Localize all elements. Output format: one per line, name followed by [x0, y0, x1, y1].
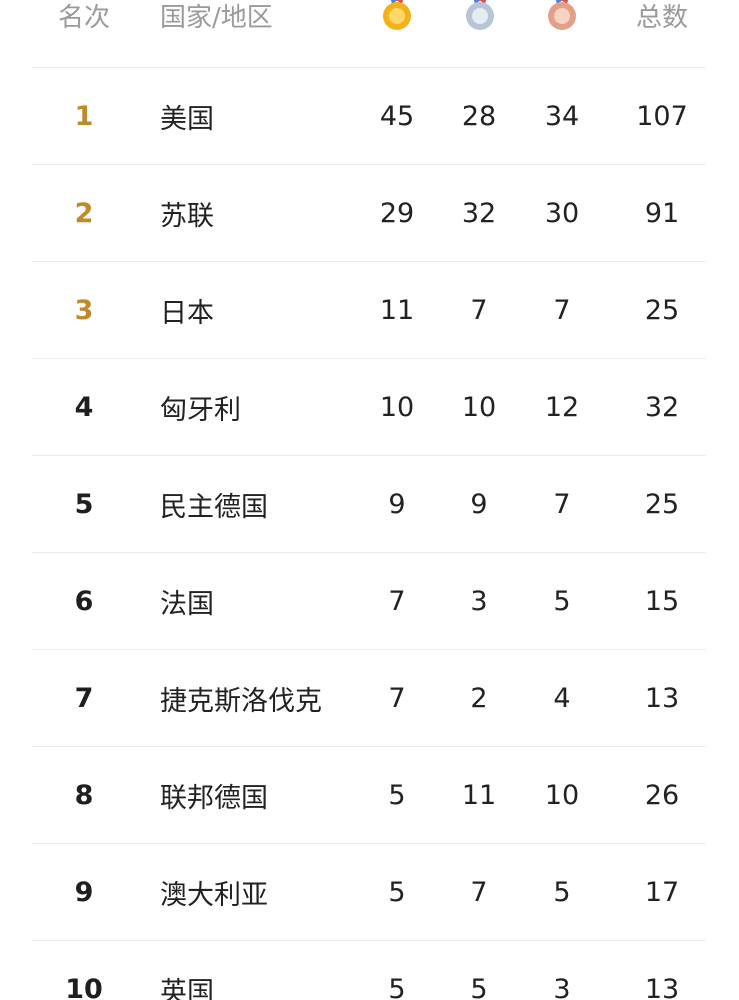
- table-row[interactable]: 7 捷克斯洛伐克 7 2 4 13: [32, 650, 706, 747]
- table-row[interactable]: 8 联邦德国 5 11 10 26: [32, 747, 706, 844]
- rank-cell: 8: [74, 779, 94, 811]
- rank-cell: 6: [74, 585, 94, 617]
- silver-count-cell: 2: [470, 682, 488, 714]
- bronze-count-cell: 30: [544, 197, 580, 229]
- silver-count-cell: 11: [461, 779, 497, 811]
- silver-count-cell: 3: [470, 585, 488, 617]
- total-column-header: 总数: [635, 2, 688, 33]
- country-cell: 法国: [160, 588, 214, 620]
- country-cell: 民主德国: [160, 491, 268, 523]
- bronze-count-cell: 7: [553, 488, 571, 520]
- gold-count-cell: 11: [379, 294, 415, 326]
- country-cell: 美国: [160, 103, 214, 135]
- silver-count-cell: 7: [470, 876, 488, 908]
- bronze-count-cell: 10: [544, 779, 580, 811]
- gold-count-cell: 5: [388, 779, 406, 811]
- silver-count-cell: 32: [461, 197, 497, 229]
- bronze-medal-icon: [548, 0, 576, 30]
- gold-count-cell: 5: [388, 973, 406, 1000]
- bronze-count-cell: 5: [553, 876, 571, 908]
- country-cell: 苏联: [160, 200, 214, 232]
- country-cell: 澳大利亚: [160, 879, 268, 911]
- table-row[interactable]: 2 苏联 29 32 30 91: [32, 165, 706, 262]
- total-count-cell: 26: [644, 779, 680, 811]
- gold-count-cell: 9: [388, 488, 406, 520]
- rank-cell: 2: [74, 197, 94, 229]
- silver-count-cell: 10: [461, 391, 497, 423]
- total-count-cell: 25: [644, 488, 680, 520]
- rank-cell: 9: [74, 876, 94, 908]
- rank-cell: 3: [74, 294, 94, 326]
- table-header: 名次 国家/地区 总数: [32, 0, 706, 68]
- silver-count-cell: 9: [470, 488, 488, 520]
- bronze-count-cell: 3: [553, 973, 571, 1000]
- country-cell: 联邦德国: [160, 782, 268, 814]
- gold-count-cell: 29: [379, 197, 415, 229]
- country-cell: 英国: [160, 976, 214, 1000]
- gold-count-cell: 7: [388, 585, 406, 617]
- table-row[interactable]: 4 匈牙利 10 10 12 32: [32, 359, 706, 456]
- silver-count-cell: 7: [470, 294, 488, 326]
- rank-cell: 10: [65, 973, 103, 1000]
- gold-medal-icon: [383, 0, 411, 30]
- country-column-header: 国家/地区: [160, 2, 273, 33]
- silver-count-cell: 28: [461, 100, 497, 132]
- silver-medal-icon: [466, 0, 494, 30]
- rank-column-header: 名次: [57, 2, 110, 33]
- bronze-count-cell: 5: [553, 585, 571, 617]
- country-cell: 捷克斯洛伐克: [160, 685, 322, 717]
- total-count-cell: 13: [644, 682, 680, 714]
- total-count-cell: 107: [636, 100, 688, 132]
- rank-cell: 7: [74, 682, 94, 714]
- table-row[interactable]: 10 英国 5 5 3 13: [32, 941, 706, 1000]
- total-count-cell: 17: [644, 876, 680, 908]
- bronze-count-cell: 4: [553, 682, 571, 714]
- total-count-cell: 15: [644, 585, 680, 617]
- table-row[interactable]: 3 日本 11 7 7 25: [32, 262, 706, 359]
- table-row[interactable]: 1 美国 45 28 34 107: [32, 68, 706, 165]
- total-count-cell: 25: [644, 294, 680, 326]
- country-cell: 日本: [160, 297, 214, 329]
- medal-table: 名次 国家/地区 总数 1 美国 45 28 34 107 2 苏联 29 32 30 91 3 日本 11…: [32, 0, 706, 1000]
- gold-count-cell: 10: [379, 391, 415, 423]
- gold-count-cell: 7: [388, 682, 406, 714]
- rank-cell: 1: [74, 100, 94, 132]
- total-count-cell: 32: [644, 391, 680, 423]
- bronze-count-cell: 34: [544, 100, 580, 132]
- table-row[interactable]: 6 法国 7 3 5 15: [32, 553, 706, 650]
- total-count-cell: 13: [644, 973, 680, 1000]
- rank-cell: 4: [74, 391, 94, 423]
- total-count-cell: 91: [644, 197, 680, 229]
- table-row[interactable]: 5 民主德国 9 9 7 25: [32, 456, 706, 553]
- gold-count-cell: 45: [379, 100, 415, 132]
- silver-count-cell: 5: [470, 973, 488, 1000]
- bronze-count-cell: 12: [544, 391, 580, 423]
- country-cell: 匈牙利: [160, 394, 241, 426]
- table-row[interactable]: 9 澳大利亚 5 7 5 17: [32, 844, 706, 941]
- table-body: 1 美国 45 28 34 107 2 苏联 29 32 30 91 3 日本 11 7 7 25 4 匈牙利 10 10…: [32, 68, 706, 1000]
- rank-cell: 5: [74, 488, 94, 520]
- gold-count-cell: 5: [388, 876, 406, 908]
- bronze-count-cell: 7: [553, 294, 571, 326]
